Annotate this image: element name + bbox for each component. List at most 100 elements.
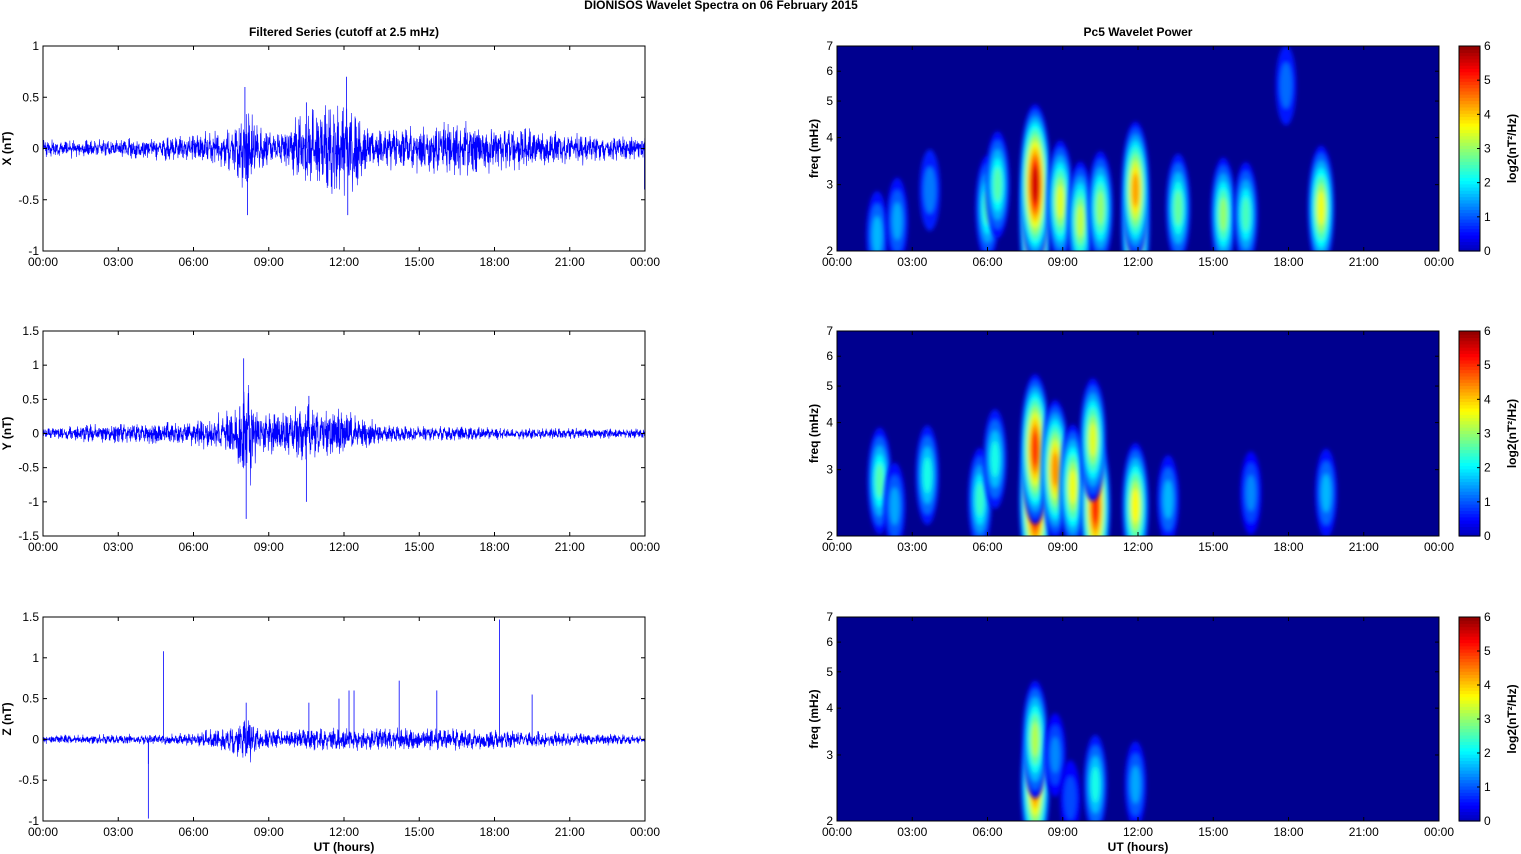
power-contour [1132,173,1139,207]
x-tick-label: 12:00 [1123,825,1153,839]
x-tick-label: 03:00 [103,825,133,839]
colorbar: 0 1 2 3 4 5 6 log2(nT²/Hz) [1458,324,1519,543]
colorbar-segment [1459,363,1480,367]
colorbar-segment [1459,455,1480,460]
power-contour [1246,474,1256,512]
colorbar-segment [1459,375,1480,380]
colorbar-tick-label: 5 [1484,73,1491,87]
y-tick-label: -0.5 [18,773,39,787]
colorbar-segment [1459,369,1480,374]
y-tick-label: -1 [28,495,39,509]
colorbar-segment [1459,452,1480,457]
colorbar-segment [1459,158,1480,162]
y-tick-label: 1 [32,651,39,665]
colorbar-segment [1459,122,1480,127]
power-blob [1122,442,1149,536]
x-tick-label: 03:00 [897,255,927,269]
colorbar-segment [1459,706,1480,711]
power-blob [1124,741,1147,821]
colorbar-segment [1459,420,1480,425]
colorbar-segment [1459,391,1480,396]
power-blob [1087,151,1113,251]
x-tick-label: 21:00 [1349,540,1379,554]
y-tick-label: -0.5 [18,461,39,475]
colorbar-segment [1459,154,1480,159]
colorbar-segment [1459,773,1480,777]
power-blob [985,131,1010,239]
colorbar-segment [1459,113,1480,118]
power-contour [923,457,932,494]
colorbar-tick-label: 6 [1484,39,1491,53]
colorbar-segment [1459,668,1480,672]
power-blob [1240,451,1262,535]
colorbar-segment [1459,782,1480,787]
x-tick-label: 21:00 [1349,825,1379,839]
power-contour [1317,191,1325,226]
x-tick-label: 15:00 [404,825,434,839]
y-axis-label: freq (mHz) [807,404,821,463]
colorbar-segment [1459,703,1480,707]
colorbar-segment [1459,334,1480,339]
x-tick-label: 12:00 [329,255,359,269]
colorbar-segment [1459,215,1480,220]
power-contour [1242,197,1250,232]
x-tick-label: 06:00 [178,540,208,554]
power-contour [1280,62,1292,109]
panel-title: Filtered Series (cutoff at 2.5 mHz) [249,25,439,39]
x-tick-label: 00:00 [630,825,660,839]
colorbar-segment [1459,87,1480,92]
x-tick-label: 18:00 [479,540,509,554]
colorbar-segment [1459,343,1480,348]
colorbar-segment [1459,642,1480,647]
colorbar-segment [1459,238,1480,242]
x-tick-label: 18:00 [479,825,509,839]
x-tick-label: 15:00 [404,540,434,554]
colorbar-segment [1459,516,1480,521]
x-tick-label: 06:00 [972,825,1002,839]
colorbar-segment [1459,372,1480,377]
colorbar-segment [1459,164,1480,169]
colorbar-segment [1459,626,1480,631]
power-contour [923,166,936,214]
colorbar-segment [1459,65,1480,70]
colorbar-segment [1459,808,1480,813]
colorbar-segment [1459,776,1480,781]
colorbar-segment [1459,462,1480,467]
colorbar-segment [1459,481,1480,486]
x-tick-label: 18:00 [1273,255,1303,269]
colorbar-segment [1459,664,1480,669]
x-tick-label: 12:00 [329,825,359,839]
colorbar-segment [1459,465,1480,470]
power-blob [1315,448,1338,536]
x-tick-label: 06:00 [178,825,208,839]
colorbar-segment [1459,817,1480,822]
power-blob [883,462,906,536]
x-tick-label: 00:00 [1424,255,1454,269]
y-tick-label: 7 [826,39,833,53]
colorbar-segment [1459,379,1480,383]
colorbar-segment [1459,785,1480,790]
colorbar-segment [1459,475,1480,479]
x-tick-label: 00:00 [28,540,58,554]
colorbar-segment [1459,209,1480,214]
colorbar-segment [1459,629,1480,634]
power-contour [1069,469,1077,504]
colorbar-segment [1459,617,1480,621]
colorbar-segment [1459,500,1480,505]
colorbar-tick-label: 0 [1484,814,1491,828]
colorbar-segment [1459,100,1480,105]
colorbar-segment [1459,760,1480,765]
y-tick-label: 5 [826,379,833,393]
power-blob [1067,161,1094,251]
y-axis-label: freq (mHz) [807,119,821,178]
x-tick-label: 15:00 [404,255,434,269]
y-axis-label: Z (nT) [0,702,14,735]
colorbar-segment [1459,738,1480,742]
y-tick-label: 0 [32,732,39,746]
colorbar-segment [1459,404,1480,409]
colorbar-segment [1459,90,1480,95]
panels: Filtered Series (cutoff at 2.5 mHz) -1 -0.… [0,25,1519,854]
colorbar-segment [1459,680,1480,685]
y-tick-label: 2 [826,529,833,543]
colorbar-segment [1459,337,1480,342]
